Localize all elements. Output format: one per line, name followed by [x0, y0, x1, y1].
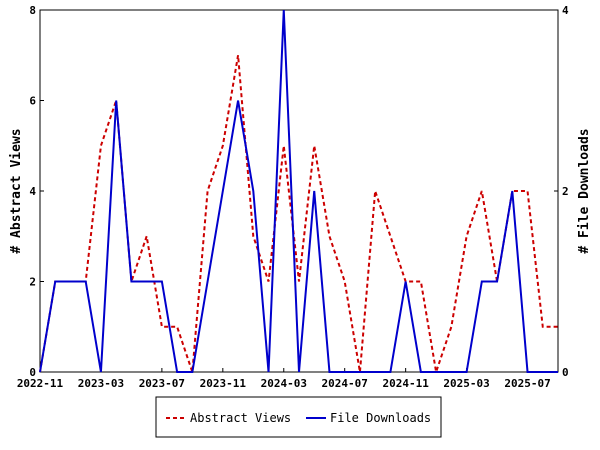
y-tick-label: 6 — [29, 95, 36, 108]
legend-label: Abstract Views — [190, 411, 291, 425]
x-tick-label: 2023-11 — [200, 377, 247, 390]
y-tick-label: 8 — [29, 4, 36, 17]
y2-tick-label: 4 — [562, 4, 569, 17]
x-tick-label: 2025-07 — [504, 377, 550, 390]
legend-box — [155, 396, 442, 438]
plot-frame — [39, 9, 559, 373]
x-tick-label: 2023-07 — [139, 377, 185, 390]
x-tick-label: 2024-07 — [322, 377, 368, 390]
y-tick-label: 2 — [29, 276, 36, 289]
series-line — [39, 9, 558, 373]
x-tick-label: 2024-11 — [382, 377, 429, 390]
x-tick-label: 2025-03 — [443, 377, 489, 390]
y-tick-label: 4 — [29, 185, 36, 198]
y2-tick-label: 2 — [562, 185, 569, 198]
y2-tick-label: 0 — [562, 366, 569, 379]
x-tick-label: 2022-11 — [17, 377, 64, 390]
x-tick-label: 2024-03 — [261, 377, 307, 390]
y2-axis-label: # File Downloads — [577, 128, 592, 253]
y-tick-label: 0 — [29, 366, 36, 379]
y-axis-label: # Abstract Views — [9, 128, 24, 253]
x-tick-label: 2023-03 — [78, 377, 124, 390]
series-line — [39, 55, 558, 373]
legend-label: File Downloads — [330, 411, 431, 425]
